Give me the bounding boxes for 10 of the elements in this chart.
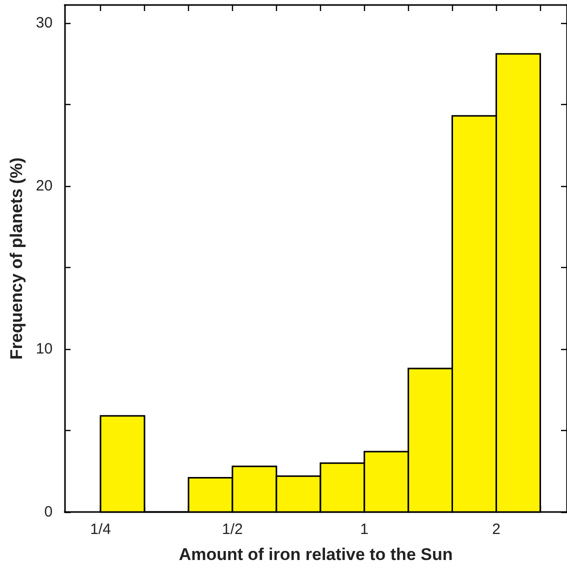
- x-tick-label: 1/4: [90, 521, 111, 538]
- y-tick-label: 0: [44, 504, 53, 520]
- y-tick-label: 20: [36, 177, 53, 194]
- x-axis-title: Amount of iron relative to the Sun: [178, 545, 453, 564]
- y-tick-label: 30: [36, 14, 53, 32]
- x-tick-label: 1: [360, 521, 369, 538]
- x-tick-label: 1/2: [222, 521, 243, 538]
- y-tick-label: 10: [36, 340, 53, 358]
- x-tick-label: 2: [492, 521, 500, 538]
- y-axis-title: Frequency of planets (%): [7, 157, 26, 360]
